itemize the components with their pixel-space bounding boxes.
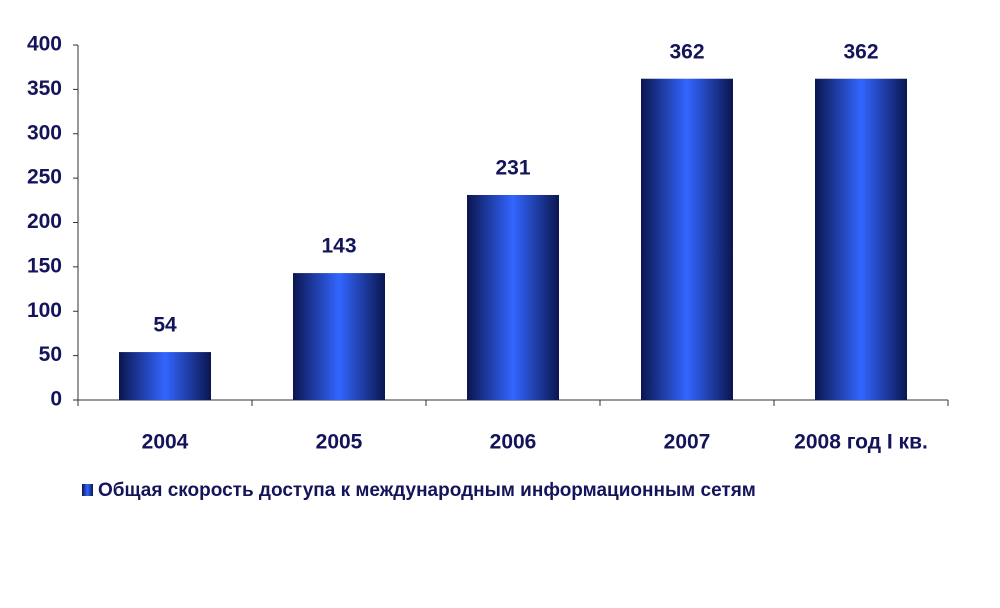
- legend-swatch: [82, 484, 93, 496]
- y-tick-label: 200: [27, 210, 62, 233]
- data-label: 143: [321, 235, 356, 258]
- x-tick-label: 2008 год I кв.: [794, 431, 928, 454]
- y-tick-label: 50: [39, 343, 62, 366]
- y-tick-label: 400: [27, 33, 62, 56]
- bar: [641, 78, 733, 400]
- x-tick-label: 2006: [490, 431, 537, 454]
- bar: [467, 194, 559, 400]
- y-tick-label: 350: [27, 77, 62, 100]
- bar: [815, 78, 907, 400]
- x-tick-label: 2005: [316, 431, 363, 454]
- y-tick-label: 250: [27, 166, 62, 189]
- y-tick-label: 300: [27, 121, 62, 144]
- data-label: 54: [153, 314, 177, 337]
- bar: [293, 273, 385, 400]
- data-label: 362: [669, 40, 704, 63]
- x-tick-label: 2004: [142, 431, 189, 454]
- y-tick-label: 100: [27, 299, 62, 322]
- bar: [119, 352, 211, 400]
- legend-label: Общая скорость доступа к международным и…: [98, 480, 756, 501]
- data-label: 231: [495, 157, 530, 180]
- y-tick-label: 0: [50, 388, 62, 411]
- y-tick-label: 150: [27, 254, 62, 277]
- data-label: 362: [843, 40, 878, 63]
- x-tick-label: 2007: [664, 431, 711, 454]
